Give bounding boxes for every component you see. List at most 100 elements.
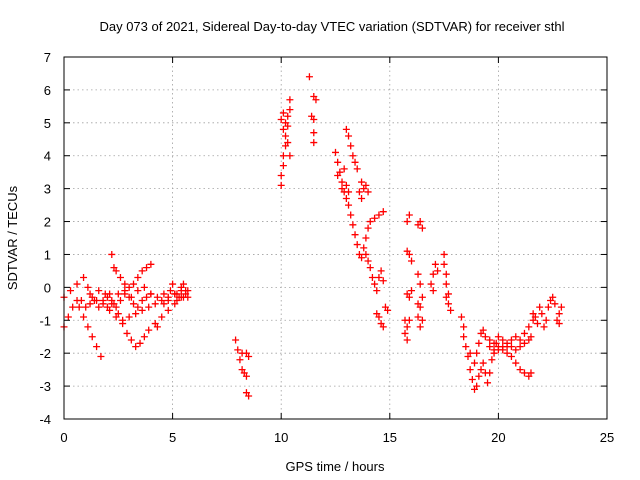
data-point (362, 181, 370, 189)
data-point (533, 320, 541, 328)
y-tick-label: 1 (44, 247, 51, 262)
data-point (360, 244, 368, 252)
data-point (95, 303, 103, 311)
data-point (334, 158, 342, 166)
data-point (403, 336, 411, 344)
data-point (512, 346, 520, 354)
data-point (153, 293, 161, 301)
data-point (520, 369, 528, 377)
data-point (418, 316, 426, 324)
data-point (512, 359, 520, 367)
data-point (373, 287, 381, 295)
data-point (179, 280, 187, 288)
data-point (457, 313, 465, 321)
data-point (440, 250, 448, 258)
data-point (80, 273, 88, 281)
data-point (64, 313, 72, 321)
data-point (416, 280, 424, 288)
series-arc-p (401, 211, 416, 344)
x-tick-label: 5 (169, 430, 176, 445)
data-point (527, 369, 535, 377)
data-point (557, 303, 565, 311)
data-point (460, 323, 468, 331)
data-point (347, 211, 355, 219)
data-point (473, 382, 481, 390)
data-point (490, 349, 498, 357)
y-tick-label: -3 (39, 379, 51, 394)
y-tick-label: 7 (44, 50, 51, 65)
series-arc-h (153, 280, 192, 331)
data-point (355, 188, 363, 196)
data-point (171, 290, 179, 298)
x-tick-label: 25 (600, 430, 614, 445)
data-point (310, 129, 318, 137)
data-point (431, 260, 439, 268)
data-point (305, 73, 313, 81)
data-point (416, 218, 424, 226)
data-point (408, 257, 416, 265)
x-tick-label: 10 (274, 430, 288, 445)
data-point (466, 349, 474, 357)
data-point (284, 139, 292, 147)
data-point (277, 181, 285, 189)
data-point (405, 250, 413, 258)
data-point (520, 339, 528, 347)
data-point (379, 323, 387, 331)
data-point (549, 293, 557, 301)
data-point (494, 333, 502, 341)
y-tick-label: -1 (39, 313, 51, 328)
data-point (112, 303, 120, 311)
data-point (184, 293, 192, 301)
data-point (525, 323, 533, 331)
data-point (114, 290, 122, 298)
x-axis-label: GPS time / hours (286, 459, 385, 474)
y-tick-label: 0 (44, 280, 51, 295)
data-point (416, 323, 424, 331)
data-point (507, 352, 515, 360)
data-point (134, 303, 142, 311)
data-point (286, 106, 294, 114)
data-point (364, 188, 372, 196)
data-point (351, 231, 359, 239)
data-point (82, 303, 90, 311)
series-arc-u (486, 316, 537, 351)
data-point (444, 300, 452, 308)
data-point (442, 293, 450, 301)
data-point (125, 293, 133, 301)
data-point (245, 392, 253, 400)
data-point (245, 352, 253, 360)
data-point (125, 313, 133, 321)
data-point (473, 349, 481, 357)
data-point (405, 293, 413, 301)
data-point (345, 188, 353, 196)
data-point (379, 208, 387, 216)
data-point (364, 257, 372, 265)
data-point (486, 369, 494, 377)
series-arc-r (427, 250, 455, 314)
data-point (277, 171, 285, 179)
data-point (540, 323, 548, 331)
data-point (353, 241, 361, 249)
data-point (516, 336, 524, 344)
data-point (375, 273, 383, 281)
data-point (69, 303, 77, 311)
data-point (351, 158, 359, 166)
y-tick-label: 5 (44, 116, 51, 131)
series-arc-k (305, 73, 320, 147)
data-point (516, 343, 524, 351)
data-point (377, 267, 385, 275)
data-point (401, 329, 409, 337)
data-point (310, 139, 318, 147)
data-point (166, 287, 174, 295)
data-point (164, 306, 172, 314)
data-point (429, 287, 437, 295)
data-point (116, 297, 124, 305)
data-point (499, 336, 507, 344)
data-point (440, 260, 448, 268)
y-axis-label: SDTVAR / TECUs (5, 185, 20, 290)
data-point (338, 178, 346, 186)
data-point (481, 333, 489, 341)
data-point (477, 366, 485, 374)
data-point (332, 148, 339, 156)
